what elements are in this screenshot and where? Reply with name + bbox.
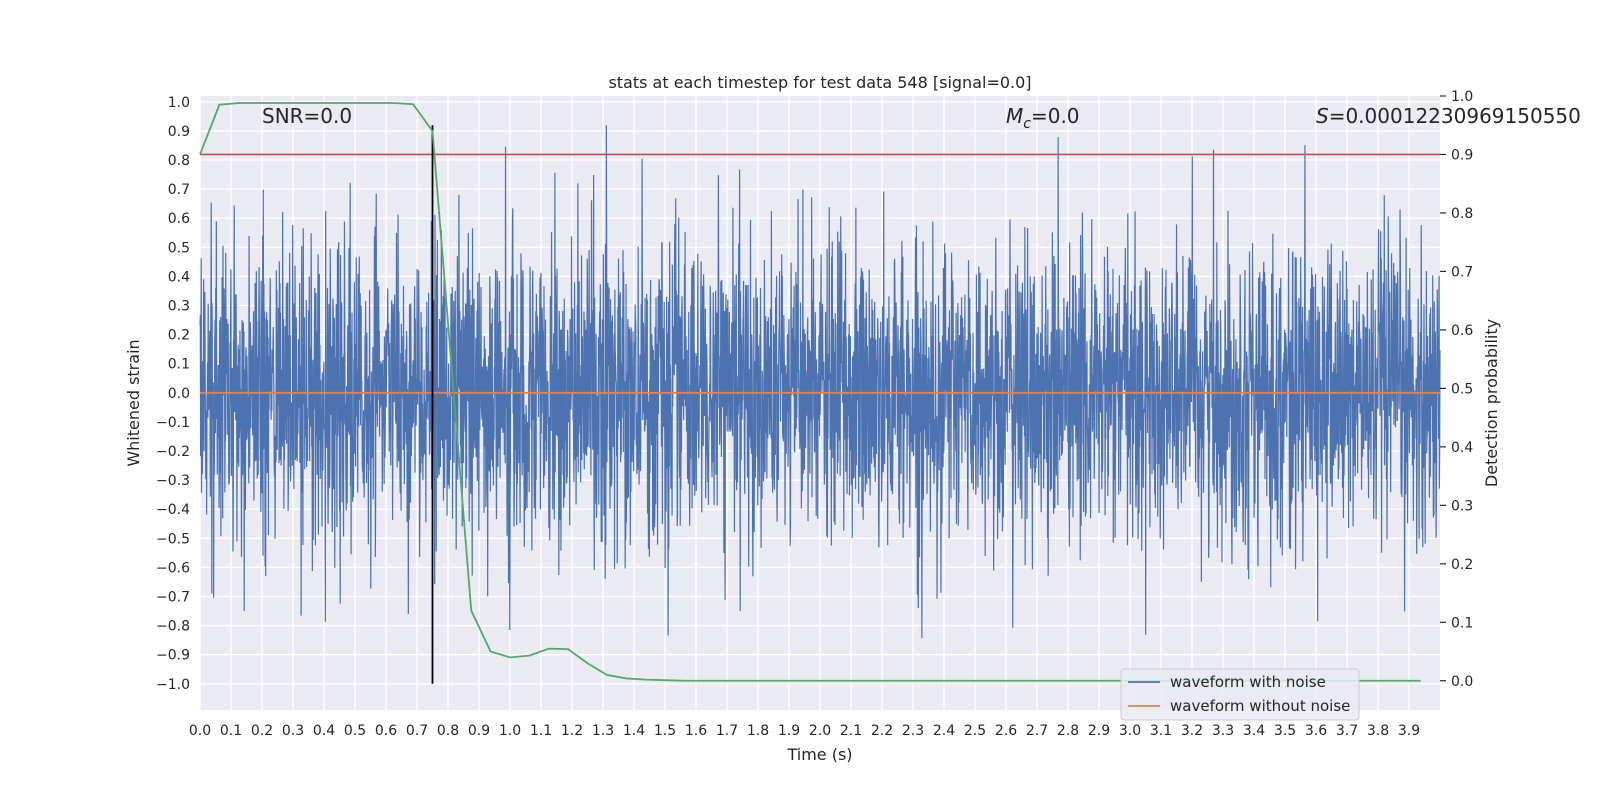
x-tick-label: 1.0: [499, 723, 521, 739]
x-tick-label: 3.9: [1398, 723, 1420, 739]
legend: waveform with noise waveform without noi…: [1120, 668, 1360, 721]
annotation-s: S=0.00012230969150550: [1316, 104, 1581, 128]
y-tick-label: −0.6: [156, 560, 190, 576]
y-tick-label: 0.3: [168, 299, 190, 315]
x-tick-label: 2.8: [1057, 723, 1079, 739]
y-tick-label: −0.3: [156, 473, 190, 489]
x-tick-label: 3.6: [1305, 723, 1327, 739]
annotation-chirp-mass-value: =0.0: [1031, 104, 1080, 128]
legend-box: [1120, 668, 1360, 721]
y-tick-label: 1.0: [168, 95, 190, 111]
x-tick-label: 1.7: [716, 723, 738, 739]
y-tick-label: −0.5: [156, 531, 190, 547]
x-tick-label: 0.8: [437, 723, 459, 739]
x-tick-label: 1.9: [778, 723, 800, 739]
x-tick-label: 2.3: [902, 723, 924, 739]
legend-label-noise: waveform with noise: [1170, 673, 1326, 691]
y-tick-label: −0.8: [156, 619, 190, 635]
x-tick-label: 0.2: [251, 723, 273, 739]
y2-axis-label: Detection probability: [1482, 319, 1501, 487]
y-tick-label: 0.8: [168, 153, 190, 169]
y-tick-label: −1.0: [156, 677, 190, 693]
x-tick-label: 3.3: [1212, 723, 1234, 739]
y-tick-label: 0.2: [168, 328, 190, 344]
y2-tick-label: 0.9: [1451, 147, 1473, 163]
x-tick-label: 0.0: [189, 723, 211, 739]
y-tick-label: −0.2: [156, 444, 190, 460]
annotation-s-symbol: S: [1316, 104, 1329, 128]
x-tick-label: 2.5: [964, 723, 986, 739]
x-tick-label: 2.7: [1026, 723, 1048, 739]
y-tick-label: 0.5: [168, 240, 190, 256]
y-tick-label: 0.7: [168, 182, 190, 198]
x-tick-label: 3.8: [1367, 723, 1389, 739]
y-tick-label: −0.9: [156, 648, 190, 664]
y-tick-label: −0.4: [156, 502, 190, 518]
x-tick-label: 1.8: [747, 723, 769, 739]
x-axis-label: Time (s): [786, 745, 852, 764]
y2-tick-label: 0.7: [1451, 264, 1473, 280]
chart-title: stats at each timestep for test data 548…: [608, 73, 1031, 92]
y-tick-label: 0.6: [168, 211, 190, 227]
annotation-chirp-mass-symbol: M: [1006, 104, 1023, 128]
x-tick-label: 0.9: [468, 723, 490, 739]
x-tick-label: 3.1: [1150, 723, 1172, 739]
x-tick-label: 0.1: [220, 723, 242, 739]
y2-tick-label: 0.3: [1451, 498, 1473, 514]
x-tick-label: 3.5: [1274, 723, 1296, 739]
x-tick-label: 1.4: [623, 723, 645, 739]
x-tick-label: 0.3: [282, 723, 304, 739]
x-tick-label: 2.6: [995, 723, 1017, 739]
x-tick-label: 2.0: [809, 723, 831, 739]
x-tick-label: 2.2: [871, 723, 893, 739]
y2-axis-ticks: 1.0 0.9 0.8 0.7 0.6 0.5 0.4 0.3 0.2 0.1 0.0: [1440, 89, 1473, 690]
x-tick-label: 1.2: [561, 723, 583, 739]
x-tick-label: 1.6: [685, 723, 707, 739]
annotation-chirp-mass-subscript: c: [1023, 116, 1031, 132]
y-tick-label: −0.7: [156, 590, 190, 606]
x-tick-label: 2.9: [1088, 723, 1110, 739]
x-tick-label: 0.4: [313, 723, 335, 739]
x-tick-label: 0.5: [344, 723, 366, 739]
y-axis-label: Whitened strain: [124, 339, 143, 466]
legend-label-clean: waveform without noise: [1170, 697, 1350, 715]
annotation-chirp-mass: Mc=0.0: [1006, 104, 1080, 132]
annotation-s-value: =0.00012230969150550: [1329, 104, 1581, 128]
x-tick-label: 3.2: [1181, 723, 1203, 739]
y-axis-ticks: 1.0 0.9 0.8 0.7 0.6 0.5 0.4 0.3 0.2 0.1 0.0 −0.1 −0.…: [156, 95, 190, 693]
y-tick-label: −0.1: [156, 415, 190, 431]
y-tick-label: 0.9: [168, 124, 190, 140]
y-tick-label: 0.4: [168, 269, 190, 285]
y2-tick-label: 1.0: [1451, 89, 1473, 105]
series-waveform-with-noise: [199, 125, 1441, 639]
x-tick-label: 3.7: [1336, 723, 1358, 739]
x-tick-label: 3.0: [1119, 723, 1141, 739]
x-tick-label: 2.1: [840, 723, 862, 739]
y2-tick-label: 0.2: [1451, 557, 1473, 573]
x-tick-label: 0.6: [375, 723, 397, 739]
y-tick-label: 0.1: [168, 357, 190, 373]
y2-tick-label: 0.6: [1451, 323, 1473, 339]
x-axis-ticks: 0.0 0.1 0.2 0.3 0.4 0.5 0.6 0.7 0.8 0.9 1.0 1.1 1.2 1…: [189, 723, 1420, 739]
x-tick-label: 1.3: [592, 723, 614, 739]
x-tick-label: 3.4: [1243, 723, 1265, 739]
y2-tick-label: 0.0: [1451, 674, 1473, 690]
x-tick-label: 2.4: [933, 723, 955, 739]
y2-tick-label: 0.5: [1451, 381, 1473, 397]
x-tick-label: 1.1: [530, 723, 552, 739]
noise-line: [199, 125, 1441, 639]
y2-tick-label: 0.4: [1451, 440, 1473, 456]
x-tick-label: 1.5: [654, 723, 676, 739]
y2-tick-label: 0.8: [1451, 206, 1473, 222]
annotation-snr: SNR=0.0: [262, 104, 352, 128]
y2-tick-label: 0.1: [1451, 615, 1473, 631]
x-tick-label: 0.7: [406, 723, 428, 739]
y-tick-label: 0.0: [168, 386, 190, 402]
